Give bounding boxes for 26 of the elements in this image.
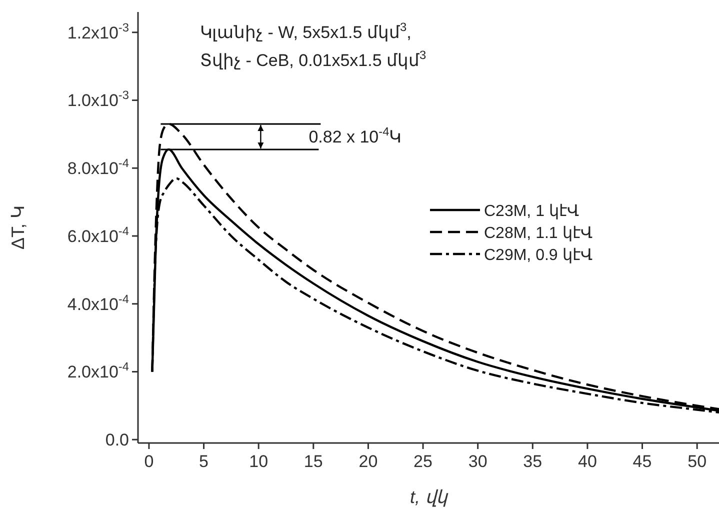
x-tick-label: 40	[578, 452, 597, 471]
y-axis-title: ΔT, Կ	[8, 205, 28, 250]
x-tick-label: 0	[144, 452, 154, 471]
annotation: 0.82 x 10$^{-4}$Կ	[308, 124, 402, 147]
x-tick-label: 10	[249, 452, 268, 471]
legend-label: C28M, 1.1 կէՎ	[484, 225, 592, 242]
x-tick-label: 15	[304, 452, 323, 471]
y-tick-label: 2.0x10$^{-4}$	[67, 360, 130, 382]
x-tick-label: 20	[358, 452, 378, 471]
x-axis-title: t, վկ	[410, 487, 449, 507]
legend-label: C29M, 0.9 կէՎ	[484, 247, 592, 264]
y-tick-label: 1.2x10$^{-3}$	[67, 20, 130, 42]
x-tick-label: 35	[523, 452, 542, 471]
annotation: Տվիչ - CeB, 0.01x5x1.5 մկմ$^{3}$	[200, 48, 427, 70]
y-tick-label: 1.0x10$^{-3}$	[67, 88, 130, 110]
x-tick-label: 50	[688, 452, 707, 471]
y-tick-label: 0.0	[105, 430, 129, 450]
x-tick-label: 45	[632, 452, 652, 471]
y-tick-label: 6.0x10$^{-4}$	[67, 224, 130, 246]
legend-label: C23M, 1 կէՎ	[484, 203, 579, 220]
x-tick-label: 25	[414, 452, 432, 471]
y-tick-label: 8.0x10$^{-4}$	[67, 156, 130, 178]
y-tick-label: 4.0x10$^{-4}$	[67, 292, 130, 314]
annotation: Կլանիչ - W, 5x5x1.5 մկմ$^{3}$,	[200, 20, 412, 42]
x-tick-label: 5	[199, 452, 209, 471]
x-tick-label: 30	[468, 452, 488, 471]
